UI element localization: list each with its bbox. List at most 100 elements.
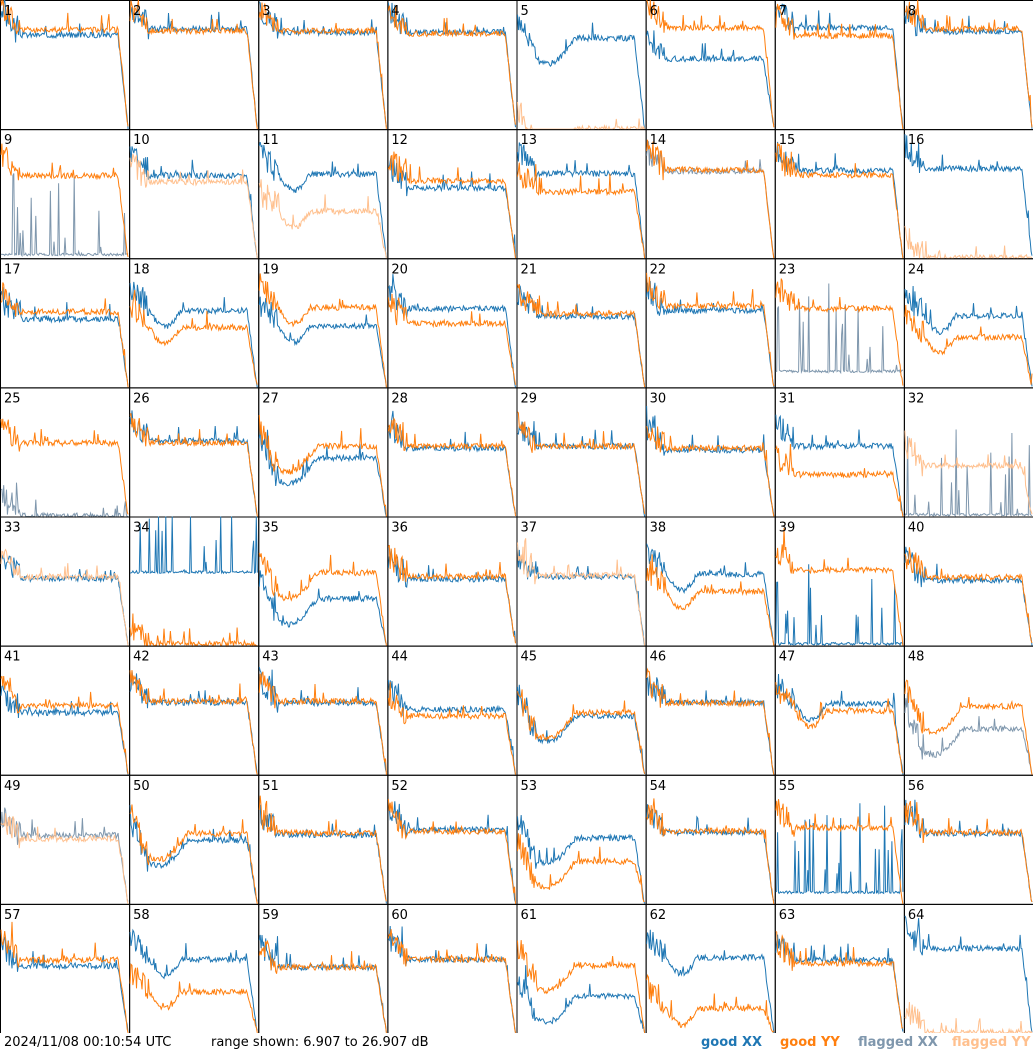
panel-number-label: 24 (908, 262, 925, 277)
series-xx-line (258, 426, 387, 517)
panel-frame (903, 129, 1033, 260)
panel-5: 5 (516, 0, 647, 131)
series-xx-line (387, 156, 516, 259)
panel-frame (129, 0, 260, 131)
panel-45: 45 (516, 645, 647, 776)
panel-62: 62 (645, 903, 776, 1033)
series-xx-line (517, 684, 646, 774)
panel-40: 40 (903, 516, 1033, 647)
panel-44: 44 (387, 645, 518, 776)
panel-29: 29 (516, 387, 647, 518)
footer-bar: 2024/11/08 00:10:54 UTC range shown: 6.9… (0, 1033, 1033, 1053)
panel-number-label: 36 (391, 521, 408, 536)
series-xx-line (258, 570, 387, 645)
series-yy-line (646, 139, 775, 259)
series-xx-line (258, 1, 387, 127)
panel-18: 18 (129, 258, 260, 389)
panel-number-label: 35 (262, 521, 279, 536)
series-yy-line (129, 804, 258, 904)
panel-number-label: 12 (391, 133, 408, 148)
panel-frame (645, 645, 776, 776)
series-xx-line (904, 546, 1033, 646)
panel-number-label: 32 (908, 391, 925, 406)
panel-frame (516, 0, 647, 131)
series-xx-line (129, 281, 258, 388)
series-xx-line (129, 6, 258, 127)
panel-16: 16 (903, 129, 1033, 260)
panel-frame (774, 387, 905, 518)
panel-60: 60 (387, 903, 518, 1033)
series-yy-line (258, 179, 387, 259)
panel-number-label: 53 (521, 779, 538, 794)
panel-4: 4 (387, 0, 518, 131)
panel-number-label: 26 (133, 391, 150, 406)
series-yy-line (517, 284, 646, 388)
panel-41: 41 (0, 645, 131, 776)
panel-number-label: 18 (133, 262, 150, 277)
legend-good-xx: good XX (701, 1035, 763, 1050)
panel-36: 36 (387, 516, 518, 647)
panel-number-label: 54 (650, 779, 667, 794)
series-yy-line (0, 675, 129, 775)
panel-26: 26 (129, 387, 260, 518)
legend-good-yy: good YY (780, 1035, 840, 1050)
panel-number-label: 57 (4, 908, 21, 923)
panel-30: 30 (645, 387, 776, 518)
panel-frame (774, 0, 905, 131)
panel-7: 7 (774, 0, 905, 131)
series-xx-line (904, 799, 1033, 903)
series-xx-line (775, 934, 904, 1032)
series-yy-line (646, 272, 775, 387)
series-yy-line (904, 800, 1033, 903)
series-yy-line (904, 679, 1033, 775)
panel-frame (645, 387, 776, 518)
panel-number-label: 1 (4, 4, 12, 19)
panel-number-label: 10 (133, 133, 150, 148)
panel-number-label: 29 (521, 391, 538, 406)
panel-2: 2 (129, 0, 260, 131)
panel-number-label: 46 (650, 650, 667, 665)
panel-frame (774, 258, 905, 389)
series-xx-line (258, 934, 387, 1033)
series-xx-line (258, 804, 387, 904)
panel-number-label: 11 (262, 133, 279, 148)
panel-number-label: 6 (650, 4, 658, 19)
series-xx-line (517, 545, 646, 646)
series-yy-line (258, 2, 387, 129)
panel-48: 48 (903, 645, 1033, 776)
series-xx-line (517, 142, 646, 259)
panel-49: 49 (0, 774, 131, 905)
series-yy-line (904, 430, 1033, 515)
legend-flagged-yy: flagged YY (952, 1035, 1031, 1050)
panel-number-label: 49 (4, 779, 21, 794)
series-xx-line (388, 925, 516, 1033)
series-xx-line (646, 543, 775, 646)
panel-number-label: 27 (262, 391, 279, 406)
series-xx-line (258, 666, 387, 773)
series-xx-line (517, 421, 646, 517)
panel-14: 14 (645, 129, 776, 260)
legend-flagged-xx: flagged XX (858, 1035, 938, 1050)
panel-number-label: 47 (779, 650, 796, 665)
panel-number-label: 62 (650, 908, 667, 923)
panel-frame (774, 903, 905, 1033)
panel-frame (129, 387, 260, 518)
series-xx-line (129, 516, 258, 575)
panel-frame (516, 129, 647, 260)
panel-number-label: 17 (4, 262, 21, 277)
series-xx-line (775, 414, 904, 516)
panel-number-label: 56 (908, 779, 925, 794)
panel-13: 13 (516, 129, 647, 260)
panel-frame (774, 129, 905, 260)
series-yy-line (387, 293, 516, 385)
panel-number-label: 63 (779, 908, 796, 923)
panel-frame (645, 0, 776, 131)
series-yy-line (258, 671, 387, 775)
panel-55: 55 (774, 774, 905, 905)
panel-56: 56 (903, 774, 1033, 905)
series-xx-line (517, 965, 646, 1033)
series-yy-line (0, 921, 129, 1033)
series-yy-line (258, 552, 387, 646)
panel-1: 1 (0, 0, 131, 131)
